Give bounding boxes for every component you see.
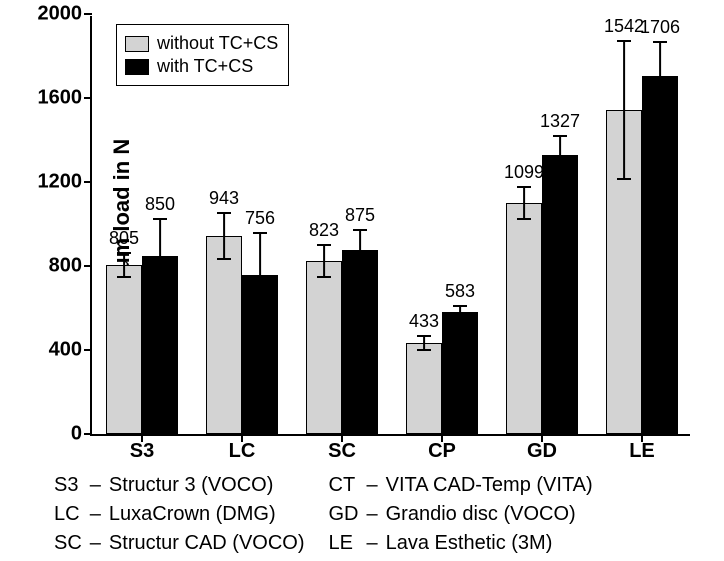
y-tick-label: 1600 — [38, 87, 93, 110]
key-sep: – — [90, 472, 107, 499]
key-code: GD — [329, 501, 365, 528]
y-tick-label: 2000 — [38, 3, 93, 26]
key-code: SC — [54, 530, 88, 557]
error-cap — [617, 178, 631, 180]
error-bar — [523, 187, 525, 219]
error-bar — [159, 219, 161, 293]
x-category-label: GD — [527, 434, 557, 463]
key-desc: Structur CAD (VOCO) — [109, 530, 327, 557]
x-category-label: S3 — [130, 434, 154, 463]
figure-container: Maximum load in N 0400800120016002000805… — [0, 0, 724, 561]
bar-value-label: 1706 — [630, 17, 690, 38]
error-cap — [417, 335, 431, 337]
error-cap — [417, 349, 431, 351]
y-tick-label: 800 — [49, 255, 92, 278]
key-row: LC–LuxaCrown (DMG)GD–Grandio disc (VOCO) — [54, 501, 599, 528]
error-cap — [553, 135, 567, 137]
x-category-label: CP — [428, 434, 456, 463]
error-bar — [123, 253, 125, 276]
error-cap — [517, 218, 531, 220]
key-code: CT — [329, 472, 365, 499]
bar-value-label: 943 — [194, 188, 254, 209]
key-desc: LuxaCrown (DMG) — [109, 501, 327, 528]
error-cap — [517, 186, 531, 188]
bar — [442, 312, 478, 434]
key-code: LC — [54, 501, 88, 528]
key-sep: – — [367, 530, 384, 557]
error-cap — [117, 276, 131, 278]
key-code: S3 — [54, 472, 88, 499]
bar — [342, 250, 378, 434]
x-category-label: SC — [328, 434, 356, 463]
legend-label: with TC+CS — [157, 56, 253, 77]
y-tick-label: 400 — [49, 339, 92, 362]
bar — [406, 343, 442, 434]
legend-item: without TC+CS — [125, 33, 278, 54]
error-cap — [653, 41, 667, 43]
bar — [306, 261, 342, 434]
bar — [106, 265, 142, 434]
key-row: S3–Structur 3 (VOCO)CT–VITA CAD-Temp (VI… — [54, 472, 599, 499]
key-row: SC–Structur CAD (VOCO)LE–Lava Esthetic (… — [54, 530, 599, 557]
bar-value-label: 850 — [130, 194, 190, 215]
key-sep: – — [367, 472, 384, 499]
error-bar — [223, 213, 225, 259]
error-cap — [217, 212, 231, 214]
error-cap — [453, 305, 467, 307]
error-cap — [617, 40, 631, 42]
error-cap — [253, 316, 267, 318]
error-cap — [153, 291, 167, 293]
bar-value-label: 875 — [330, 205, 390, 226]
bar-value-label: 805 — [94, 228, 154, 249]
bar — [642, 76, 678, 434]
error-cap — [453, 316, 467, 318]
legend-swatch — [125, 59, 149, 75]
error-cap — [317, 276, 331, 278]
key-desc: Grandio disc (VOCO) — [386, 501, 599, 528]
legend: without TC+CSwith TC+CS — [116, 24, 289, 86]
y-tick-label: 1200 — [38, 171, 93, 194]
x-category-label: LC — [229, 434, 256, 463]
bar-value-label: 583 — [430, 281, 490, 302]
bar-value-label: 756 — [230, 208, 290, 229]
legend-label: without TC+CS — [157, 33, 278, 54]
error-bar — [323, 245, 325, 277]
error-bar — [659, 42, 661, 109]
error-bar — [259, 233, 261, 317]
key-sep: – — [90, 530, 107, 557]
key-desc: VITA CAD-Temp (VITA) — [386, 472, 599, 499]
error-cap — [117, 252, 131, 254]
error-bar — [359, 230, 361, 270]
error-bar — [423, 336, 425, 351]
abbreviation-key: S3–Structur 3 (VOCO)CT–VITA CAD-Temp (VI… — [52, 470, 601, 559]
y-tick-label: 0 — [71, 423, 92, 446]
key-desc: Lava Esthetic (3M) — [386, 530, 599, 557]
legend-item: with TC+CS — [125, 56, 278, 77]
key-sep: – — [90, 501, 107, 528]
error-cap — [317, 244, 331, 246]
error-cap — [353, 269, 367, 271]
error-cap — [553, 173, 567, 175]
bar-value-label: 1327 — [530, 111, 590, 132]
x-category-label: LE — [629, 434, 655, 463]
error-cap — [353, 229, 367, 231]
error-bar — [623, 41, 625, 180]
error-cap — [217, 258, 231, 260]
error-cap — [153, 218, 167, 220]
key-sep: – — [367, 501, 384, 528]
bar — [542, 155, 578, 434]
error-cap — [253, 232, 267, 234]
legend-swatch — [125, 36, 149, 52]
bar — [506, 203, 542, 434]
chart-plot-area: 0400800120016002000805850S3943756LC82387… — [90, 16, 690, 436]
bar — [206, 236, 242, 434]
key-code: LE — [329, 530, 365, 557]
key-desc: Structur 3 (VOCO) — [109, 472, 327, 499]
error-bar — [559, 136, 561, 174]
error-cap — [653, 108, 667, 110]
